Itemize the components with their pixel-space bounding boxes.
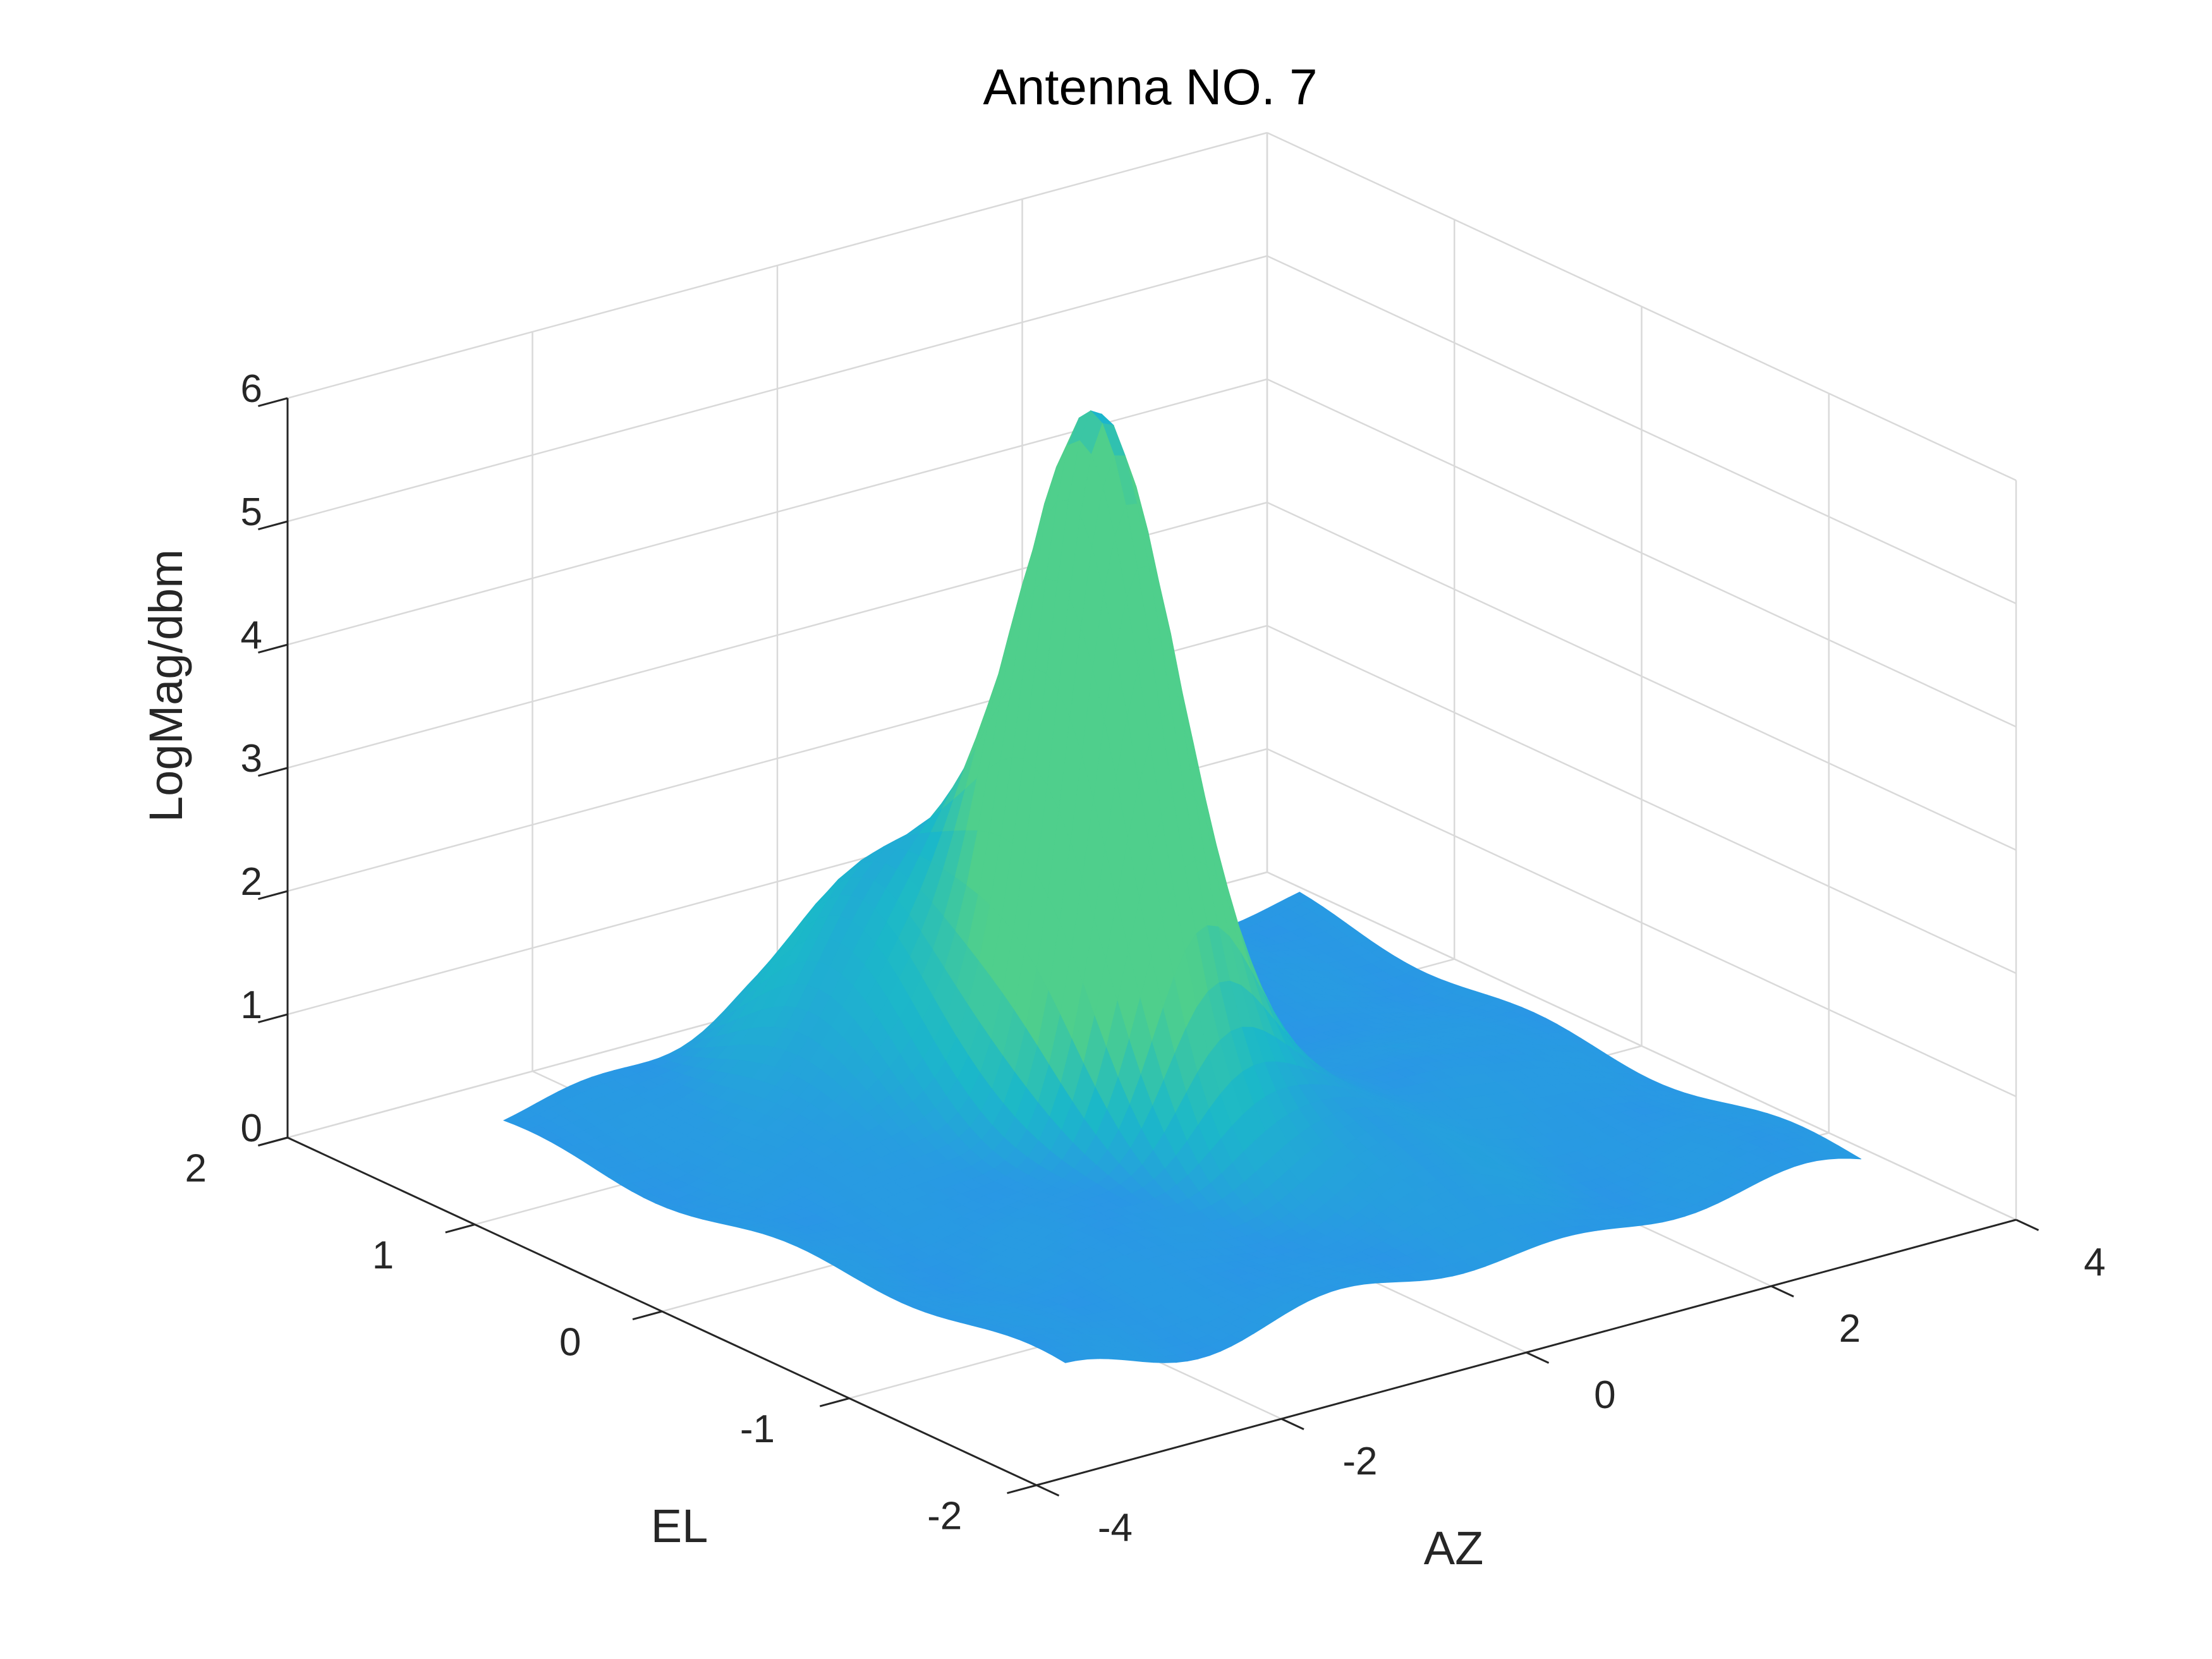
y-tick	[819, 1397, 850, 1407]
z-tick	[258, 520, 288, 531]
x-axis-label: AZ	[1424, 1522, 1484, 1574]
z-tick-label: 1	[241, 983, 262, 1027]
z-axis-label: LogMag/dbm	[140, 549, 192, 822]
y-axis-label: EL	[651, 1500, 708, 1552]
x-tick	[1770, 1285, 1794, 1297]
x-tick-label: -4	[1098, 1506, 1133, 1550]
z-tick-label: 0	[241, 1107, 262, 1150]
z-tick	[258, 1136, 288, 1147]
z-tick-label: 5	[241, 490, 262, 534]
x-tick-label: 4	[2084, 1241, 2105, 1284]
y-tick-label: -2	[927, 1494, 962, 1538]
y-tick-label: -1	[740, 1407, 775, 1451]
y-tick	[445, 1224, 475, 1234]
y-tick	[632, 1310, 662, 1321]
x-tick	[2015, 1218, 2039, 1231]
x-tick-label: 0	[1594, 1373, 1615, 1417]
z-tick-label: 3	[241, 737, 262, 781]
surface-mesh	[502, 410, 1862, 1363]
z-tick	[258, 397, 288, 408]
z-tick-label: 2	[241, 860, 262, 904]
z-tick	[258, 1013, 288, 1024]
z-tick	[258, 643, 288, 654]
x-tick	[1280, 1418, 1304, 1430]
x-tick-label: 2	[1839, 1307, 1861, 1351]
z-tick-label: 4	[241, 614, 262, 657]
y-tick-label: 2	[185, 1146, 206, 1190]
x-tick	[1036, 1484, 1060, 1497]
z-tick	[258, 890, 288, 901]
x-tick-label: -2	[1342, 1440, 1377, 1483]
x-tick	[1526, 1351, 1550, 1364]
y-tick	[1007, 1484, 1037, 1495]
z-tick	[258, 767, 288, 777]
y-tick-label: 1	[372, 1234, 394, 1277]
z-tick-label: 6	[241, 367, 262, 411]
chart-title: Antenna NO. 7	[983, 59, 1317, 115]
y-tick-label: 0	[559, 1320, 581, 1364]
